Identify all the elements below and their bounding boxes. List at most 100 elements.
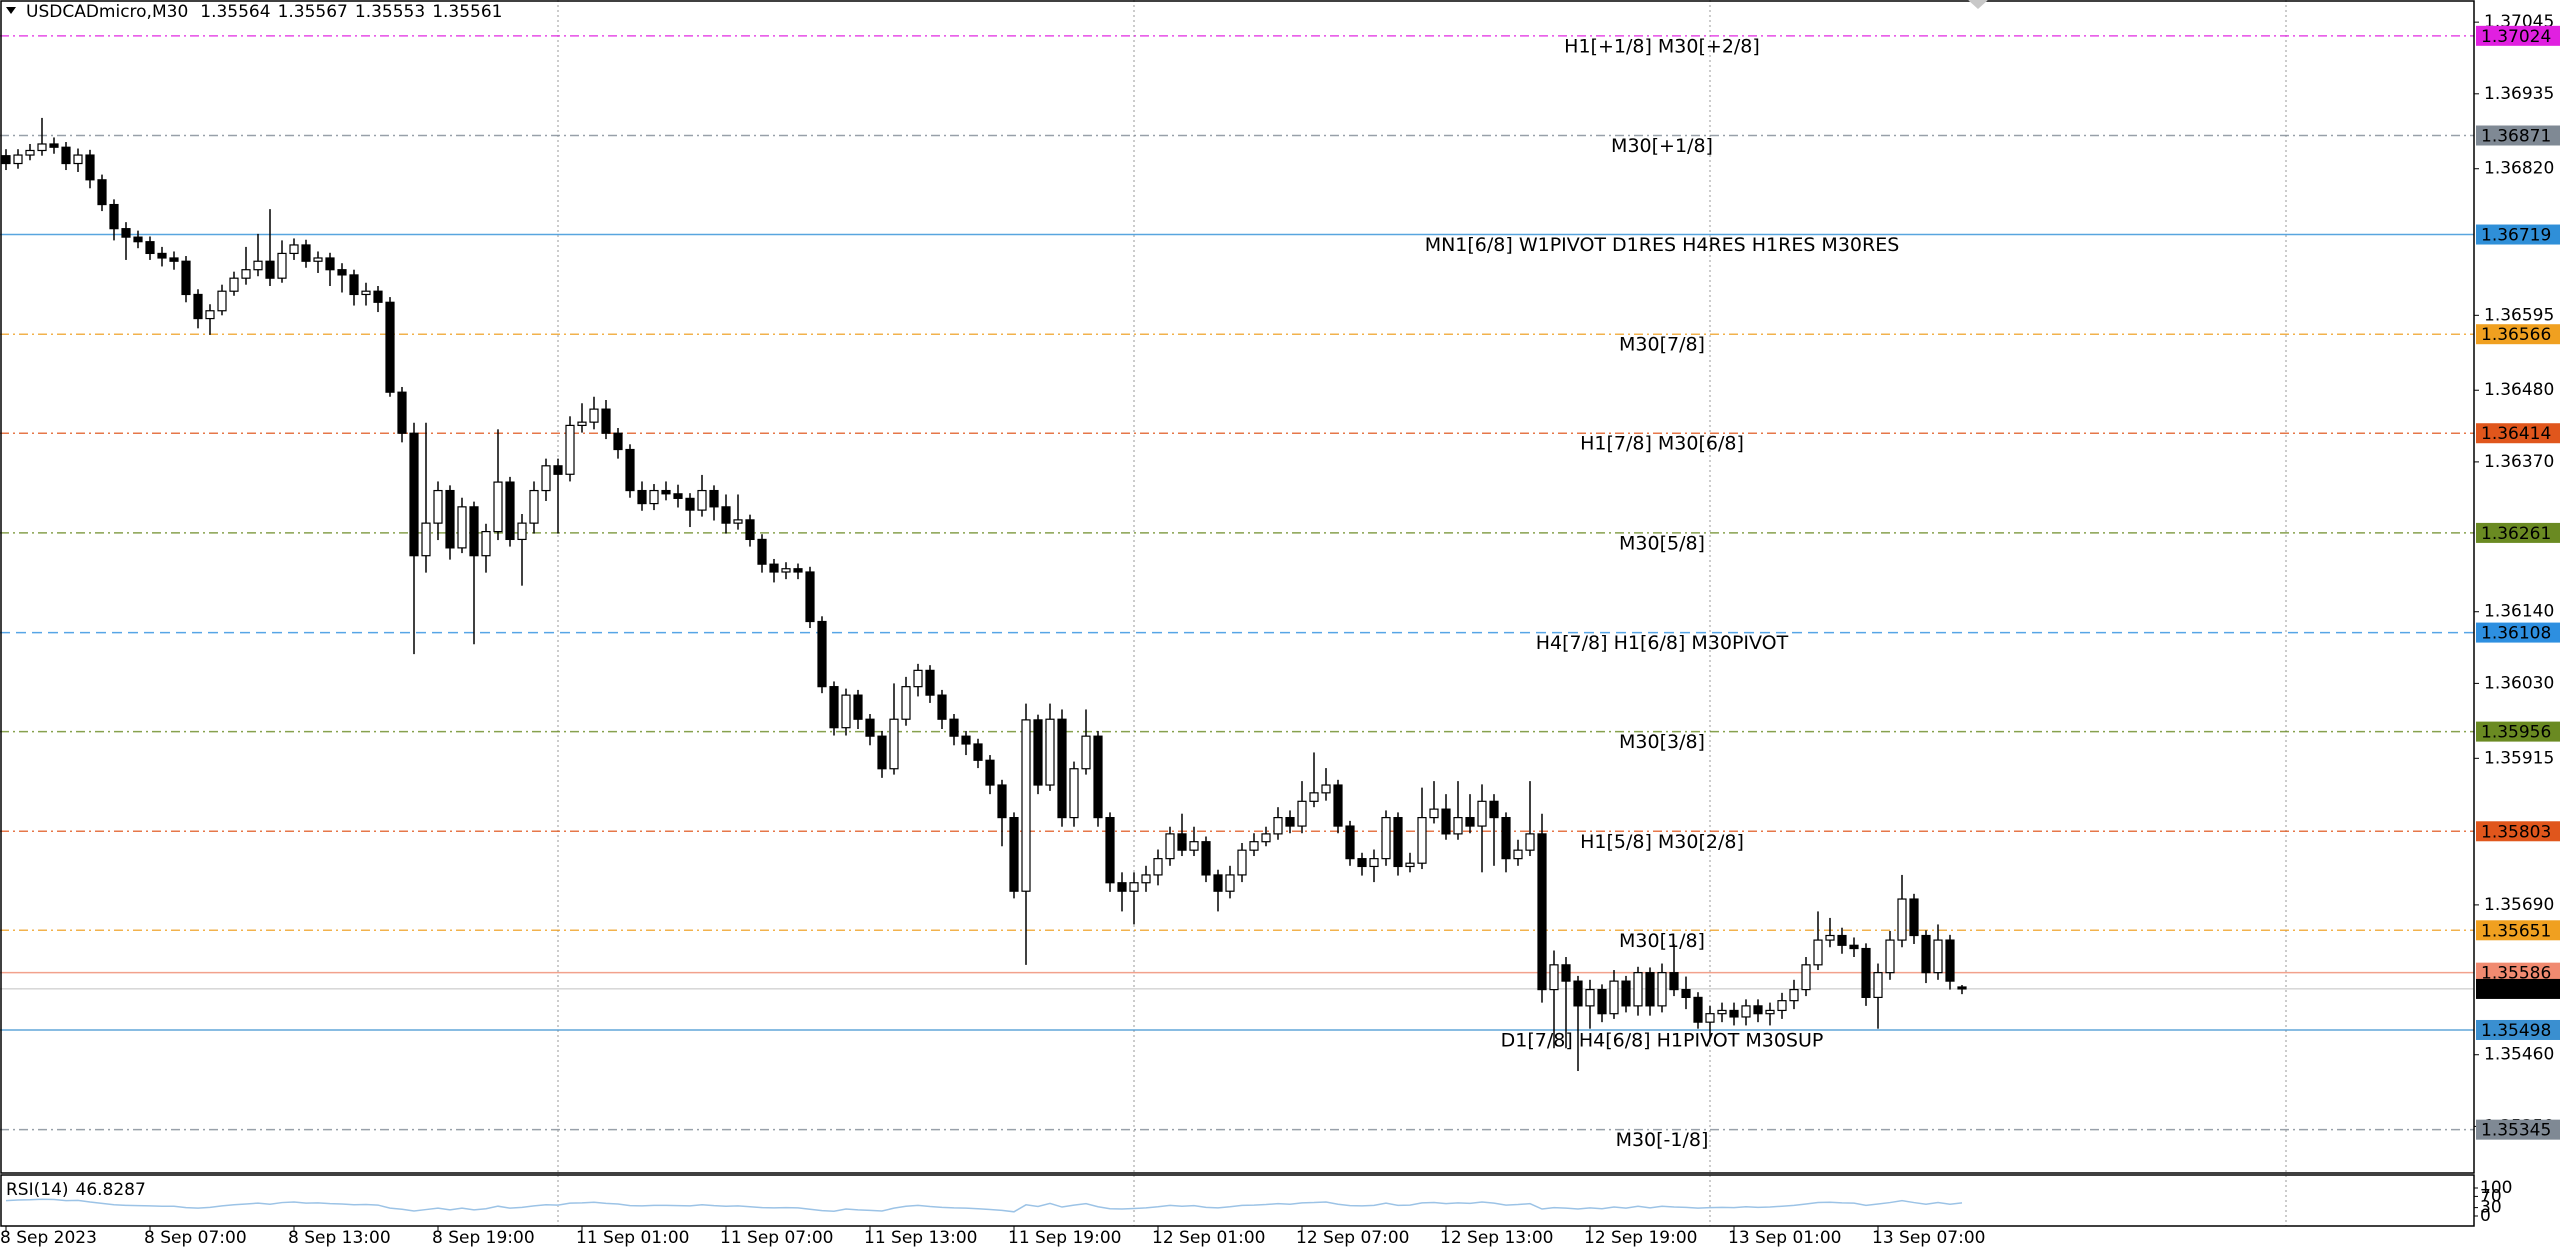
candle-body: [1525, 833, 1535, 851]
candle-body: [433, 489, 443, 524]
x-tick-label: 8 Sep 13:00: [288, 1228, 391, 1248]
candle-body: [757, 538, 767, 565]
candle-body: [1261, 833, 1271, 843]
candle-body: [1405, 862, 1415, 868]
candle-body: [241, 269, 251, 279]
candle-body: [613, 432, 623, 451]
x-tick-label: 11 Sep 01:00: [576, 1228, 689, 1248]
candle-body: [589, 408, 599, 423]
candle-body: [973, 743, 983, 761]
candle-body: [1, 155, 11, 165]
candle-body: [1441, 808, 1451, 835]
candle-body: [1309, 792, 1319, 802]
menu-arrow: [6, 7, 16, 14]
label-layer: 1.370451.369351.368201.365951.364801.363…: [0, 12, 2560, 1248]
candle-body: [61, 146, 71, 165]
candle-body: [1345, 825, 1355, 860]
rsi-line: [5, 1198, 1963, 1213]
candle-body: [385, 301, 395, 393]
candle-body: [553, 465, 563, 475]
level-price-label: 1.35586: [2481, 964, 2551, 984]
candle-body: [457, 506, 467, 549]
level-label: M30[1/8]: [1619, 930, 1705, 952]
candle-body: [1549, 964, 1559, 991]
symbol: USDCADmicro,M30: [26, 2, 188, 22]
candle-body: [1729, 1009, 1739, 1018]
candle-body: [1105, 816, 1115, 884]
candle-body: [769, 563, 779, 573]
level-label: M30[+1/8]: [1611, 135, 1713, 157]
candle-body: [205, 310, 215, 320]
candle-body: [1189, 841, 1199, 851]
candle-body: [481, 531, 491, 557]
level-price-box: [2476, 962, 2560, 983]
candle-body: [709, 489, 719, 508]
level-price-label: 1.36261: [2481, 524, 2551, 544]
candle-body: [1861, 947, 1871, 999]
candle-body: [217, 290, 227, 312]
candle-body: [1921, 934, 1931, 974]
candle-body: [1933, 939, 1943, 974]
candle-body: [601, 408, 611, 434]
candle-body: [181, 260, 191, 296]
candle-body: [1717, 1009, 1727, 1015]
x-tick-label: 12 Sep 13:00: [1440, 1228, 1553, 1248]
rsi-tick-label: 30: [2480, 1198, 2502, 1218]
candle-body: [721, 506, 731, 524]
candle-body: [1501, 816, 1511, 860]
candle-body: [1693, 996, 1703, 1023]
candle-body: [1633, 972, 1643, 1007]
candle-body: [1237, 849, 1247, 876]
candle-body: [1897, 898, 1907, 941]
level-label: H4[7/8] H1[6/8] M30PIVOT: [1536, 632, 1789, 654]
candle-body: [1513, 849, 1523, 860]
candle-body: [1129, 882, 1139, 892]
candle-body: [97, 179, 107, 206]
candle-body: [1801, 964, 1811, 991]
candle-body: [985, 759, 995, 786]
candle-body: [409, 432, 419, 557]
chart-header: USDCADmicro,M30 1.35564 1.35567 1.35553 1.35…: [26, 2, 503, 22]
candle-body: [193, 293, 203, 320]
candle-body: [1045, 718, 1055, 786]
candle-body: [313, 257, 323, 262]
candle-body: [745, 519, 755, 541]
candle-body: [1453, 816, 1463, 835]
level-price-label: 1.36719: [2481, 226, 2551, 246]
level-price-box: [2476, 1119, 2560, 1140]
level-price-box: [2476, 224, 2560, 245]
x-tick-label: 12 Sep 19:00: [1584, 1228, 1697, 1248]
candle-body: [277, 252, 287, 279]
candle-body: [169, 257, 179, 262]
candle-body: [877, 735, 887, 770]
candle-body: [889, 718, 899, 770]
candle-body: [577, 421, 587, 427]
candle-body: [1813, 939, 1823, 966]
level-price-box: [2476, 721, 2560, 742]
y-tick-label: 1.35690: [2484, 895, 2554, 915]
candle-body: [1789, 988, 1799, 1002]
candle-body: [1849, 944, 1859, 950]
plot-layer: [1, 117, 1967, 1213]
open: 1.35564: [200, 2, 270, 22]
candle-body: [1873, 972, 1883, 999]
level-label: M30[7/8]: [1619, 334, 1705, 356]
candle-body: [25, 149, 35, 156]
level-price-box: [2476, 25, 2560, 46]
low: 1.35553: [355, 2, 425, 22]
level-price-label: 1.35498: [2481, 1021, 2551, 1041]
candle-body: [1825, 934, 1835, 941]
candle-body: [1081, 735, 1091, 770]
candle-body: [673, 493, 683, 499]
candle-body: [829, 686, 839, 729]
level-label: D1[7/8] H4[6/8] H1PIVOT M30SUP: [1501, 1029, 1824, 1051]
main-panel-frame: [0, 0, 2475, 1174]
candle-body: [865, 718, 875, 737]
candle-body: [121, 228, 131, 238]
candle-body: [1669, 972, 1679, 991]
rsi-header: RSI(14) 46.8287: [6, 1180, 146, 1200]
candle-body: [1249, 841, 1259, 851]
x-tick-label: 8 Sep 19:00: [432, 1228, 535, 1248]
candle-body: [1537, 833, 1547, 991]
